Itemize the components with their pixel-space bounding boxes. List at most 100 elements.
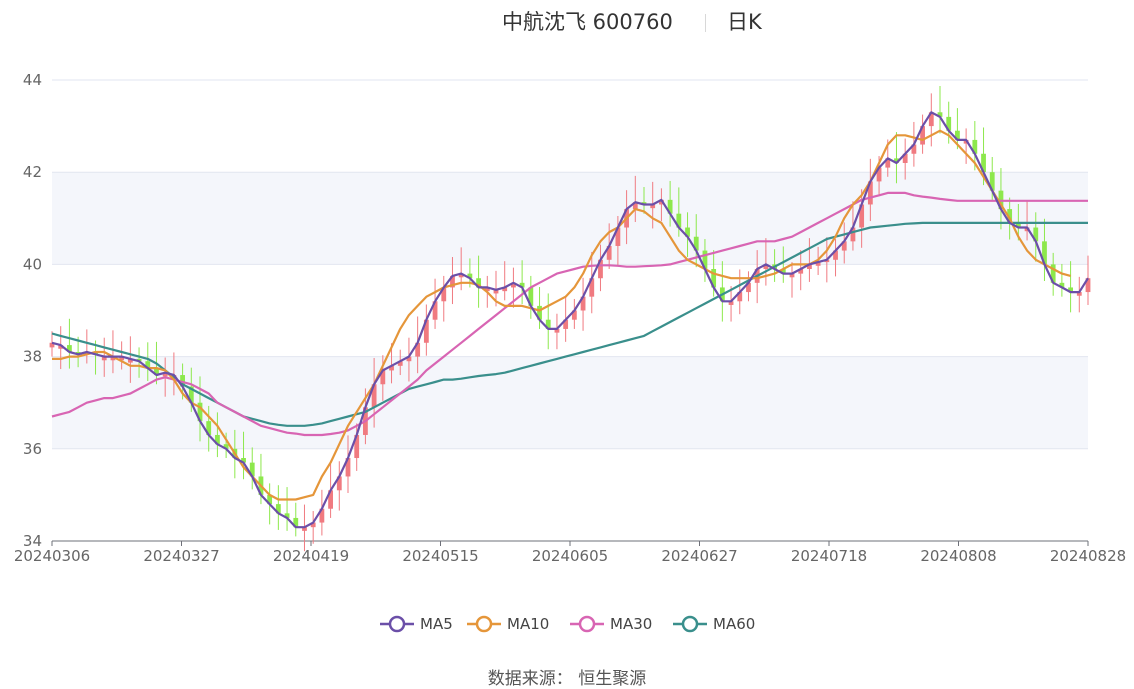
candle-body: [223, 444, 229, 449]
legend-item-ma10[interactable]: MA10: [467, 612, 549, 636]
candle-body: [598, 259, 603, 279]
candle-body: [615, 227, 621, 246]
candle-body: [206, 421, 212, 435]
candle-body: [589, 278, 595, 297]
x-tick-label: 20240419: [273, 547, 349, 565]
candle-body: [894, 158, 899, 163]
candle-body: [484, 287, 490, 292]
x-tick-label: 20240306: [14, 547, 90, 565]
candle-body: [876, 167, 882, 182]
candle-body: [511, 282, 516, 288]
legend-label: MA5: [420, 615, 453, 633]
candle-body: [833, 250, 838, 260]
candle-body: [302, 527, 307, 531]
x-tick-label: 20240828: [1050, 547, 1126, 565]
candle-body: [476, 278, 481, 288]
candle-body: [519, 282, 525, 288]
candle-body: [650, 204, 656, 209]
x-tick-label: 20240808: [920, 547, 996, 565]
grid-band: [52, 172, 1088, 265]
legend-item-ma60[interactable]: MA60: [673, 612, 755, 636]
candle-body: [493, 289, 499, 294]
candle-body: [423, 319, 429, 343]
candle-body: [537, 305, 542, 320]
candle-body: [458, 273, 464, 278]
candle-body: [972, 139, 978, 154]
x-tick-label: 20240718: [791, 547, 867, 565]
candle-body: [989, 172, 995, 191]
candle-body: [981, 153, 986, 173]
candle-body: [867, 181, 873, 205]
candle-body: [1076, 292, 1082, 296]
y-tick-label: 36: [23, 440, 42, 458]
candle-body: [502, 287, 508, 292]
ma10-line: [52, 129, 1071, 501]
candle-body: [711, 269, 717, 288]
grid-band: [52, 356, 1088, 449]
x-tick-label: 20240627: [661, 547, 737, 565]
candle-body: [467, 273, 473, 279]
period-label: 日K: [727, 10, 762, 34]
candle-body: [824, 259, 830, 263]
candle-body: [859, 204, 865, 228]
y-tick-label: 42: [23, 163, 42, 181]
candle-body: [1015, 222, 1021, 228]
candle-body: [937, 112, 943, 117]
candle-body: [275, 504, 281, 514]
candle-body: [162, 372, 168, 377]
candle-body: [693, 236, 699, 251]
candle-body: [345, 458, 351, 477]
candle-body: [1007, 209, 1013, 223]
candle-body: [685, 227, 690, 237]
chart-legend: MA5 MA10 MA30 MA60: [0, 612, 1134, 638]
candlestick-chart: 34 36 38 40 42 44 20240306 20240327 20240419 2024…: [14, 71, 1126, 565]
candle-body: [450, 275, 455, 288]
candle-body: [127, 358, 133, 363]
y-tick-label: 44: [23, 71, 42, 89]
candle-body: [380, 370, 386, 385]
candle-body: [815, 262, 821, 266]
candle-body: [241, 458, 246, 463]
legend-label: MA10: [507, 615, 550, 633]
candle-body: [336, 476, 342, 491]
candle-body: [284, 513, 290, 518]
candle-body: [545, 319, 551, 329]
legend-marker-icon: [467, 615, 501, 633]
candle-body: [702, 250, 708, 270]
candle-body: [641, 202, 647, 205]
data-source: 数据来源： 恒生聚源: [487, 669, 647, 689]
y-tick-label: 38: [23, 348, 42, 366]
candle-body: [1042, 241, 1047, 265]
candle-body: [328, 490, 333, 509]
candle-body: [101, 356, 107, 361]
candle-body: [946, 116, 952, 131]
candle-body: [432, 301, 438, 320]
candle-body: [780, 269, 786, 274]
legend-item-ma5[interactable]: MA5: [380, 612, 453, 636]
candle-body: [145, 361, 151, 369]
y-tick-label: 40: [23, 255, 42, 273]
candle-body: [789, 273, 795, 278]
candle-body: [885, 158, 891, 168]
candle-body: [441, 287, 447, 302]
candle-body: [563, 319, 569, 329]
candle-body: [67, 345, 72, 352]
candle-body: [267, 494, 273, 505]
legend-item-ma30[interactable]: MA30: [570, 612, 652, 636]
candle-body: [119, 356, 125, 361]
candle-body: [928, 112, 934, 127]
candle-body: [676, 213, 682, 228]
candle-body: [371, 384, 377, 408]
x-tick-label: 20240327: [143, 547, 219, 565]
candle-body: [354, 434, 360, 459]
candle-body: [955, 130, 960, 140]
candle-body: [841, 241, 847, 251]
legend-label: MA60: [713, 615, 756, 633]
candle-body: [528, 287, 534, 306]
candle-body: [1033, 227, 1039, 242]
x-tick-label: 20240515: [402, 547, 478, 565]
legend-marker-icon: [380, 615, 414, 633]
candle-body: [580, 296, 586, 311]
candle-body: [763, 264, 769, 270]
candle-body: [807, 264, 812, 270]
